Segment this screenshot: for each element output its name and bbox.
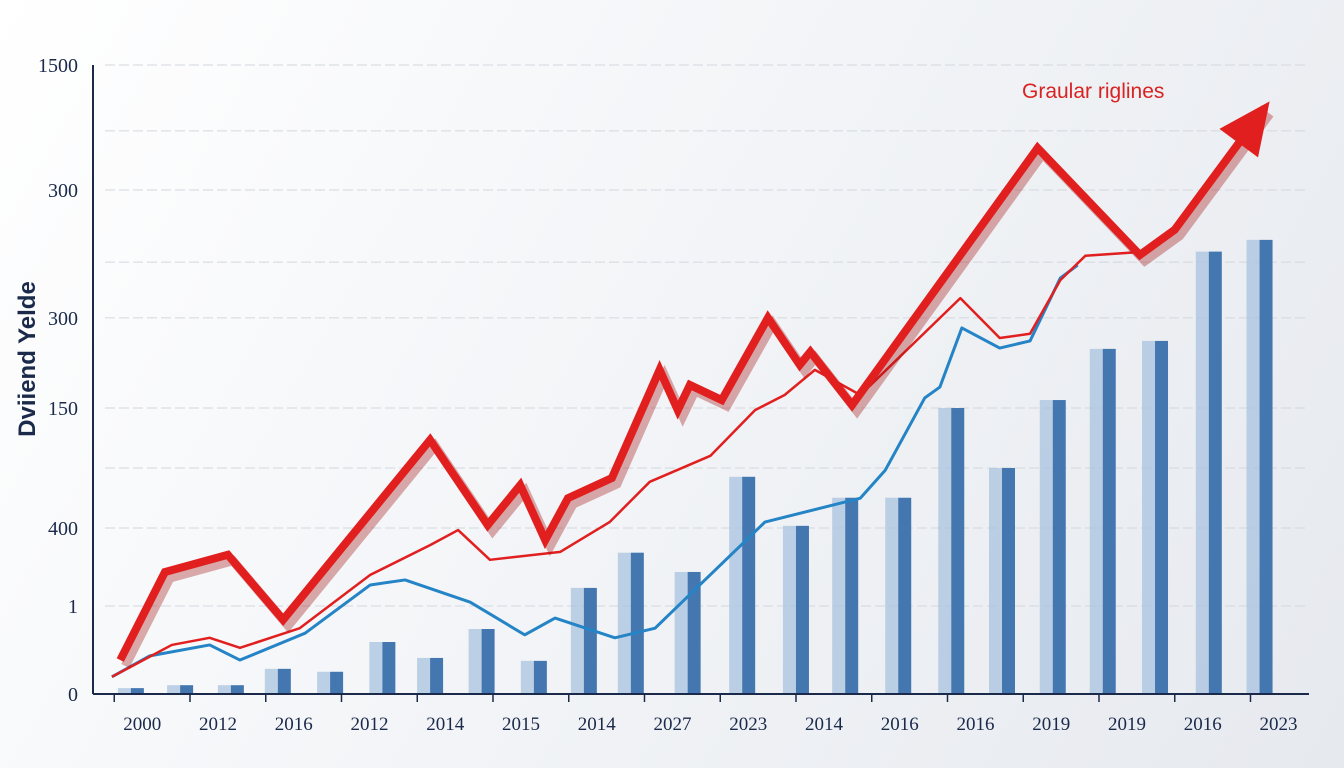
bar [277,668,291,694]
bar-highlight [1246,239,1260,694]
bar [845,497,859,694]
bar [1208,251,1222,694]
x-tick-label: 2014 [426,714,465,735]
bar-highlight [570,587,584,694]
bar-highlight [317,671,331,694]
x-tick-label: 2016 [1184,714,1222,735]
bar-highlight [369,642,383,694]
bar-highlight [1142,340,1156,694]
bar [687,571,701,694]
bar-highlight [1039,400,1053,694]
x-tick-label: 2016 [881,714,919,735]
x-tick-label: 2019 [1032,714,1070,735]
x-tick-label: 2012 [350,714,388,735]
y-tick-label: 300 [48,308,78,330]
y-tick-label: 0 [68,684,78,706]
x-tick-label: 2012 [199,714,237,735]
x-tick-label: 2023 [1259,714,1297,735]
y-tick-label: 400 [48,518,78,540]
bar [130,688,144,694]
bar-highlight [167,685,181,694]
x-tick-label: 2014 [578,714,617,735]
y-tick-label: 1500 [38,55,78,77]
bar-highlight [1195,251,1209,694]
bar [430,657,444,694]
bar-highlight [117,688,131,694]
bar-highlight [468,629,482,694]
bar-highlight [729,476,743,694]
bar [1002,467,1015,694]
bar [533,660,547,694]
x-tick-label: 2015 [502,714,540,735]
red-thin-line [111,234,1171,678]
arrow-head-icon [1219,101,1270,158]
x-tick-label: 2000 [123,714,161,735]
bar [795,525,809,694]
x-tick-label: 2027 [653,714,691,735]
red-trend-line [116,105,1269,662]
bar [230,685,244,694]
bar-highlight [217,685,231,694]
bar [951,408,965,694]
bar [583,587,597,694]
x-tick-label: 2014 [805,714,844,735]
bar [1052,400,1066,694]
bar [1102,348,1116,694]
bar-highlight [520,660,534,694]
y-tick-label: 1 [68,596,78,618]
bar-highlight [417,657,431,694]
chart-annotation: Graular riglines [1022,80,1165,103]
bar-highlight [938,408,952,694]
x-tick-label: 2016 [275,714,313,735]
x-tick-label: 2019 [1108,714,1146,735]
bar [382,642,396,694]
x-tick-label: 2023 [729,714,767,735]
bar [1155,340,1169,694]
bar [180,685,194,694]
bar-highlight [885,497,899,694]
bar-highlight [782,525,796,694]
bar-highlight [674,571,688,694]
bar-highlight [617,552,631,694]
x-tick-label: 2016 [956,714,994,735]
y-tick-label: 150 [48,398,78,420]
y-tick-label: 300 [48,180,78,202]
y-axis-label: Dviiend Yelde [14,281,41,437]
bar [1259,239,1273,694]
bar-highlight [1089,348,1103,694]
bar [630,552,644,694]
bar-highlight [264,668,278,694]
bar [742,476,756,694]
bar-highlight [989,467,1002,694]
bar [481,629,495,694]
bar-highlight [832,497,846,694]
bar [898,497,912,694]
bar [330,671,344,694]
blue-line [111,263,1079,679]
